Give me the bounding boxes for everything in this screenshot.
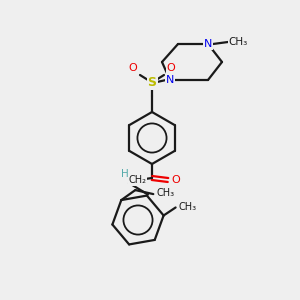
Text: N: N xyxy=(204,39,212,49)
Text: O: O xyxy=(172,175,180,185)
Text: CH₃: CH₃ xyxy=(228,37,248,47)
Text: N: N xyxy=(166,75,174,85)
Text: N: N xyxy=(166,75,174,85)
Text: CH₂: CH₂ xyxy=(128,175,146,185)
Text: N: N xyxy=(130,175,138,185)
Text: S: S xyxy=(148,76,157,88)
Text: H: H xyxy=(121,169,129,179)
Text: CH₃: CH₃ xyxy=(156,188,174,198)
Text: O: O xyxy=(129,63,137,73)
Text: O: O xyxy=(167,63,176,73)
Text: CH₃: CH₃ xyxy=(178,202,197,212)
